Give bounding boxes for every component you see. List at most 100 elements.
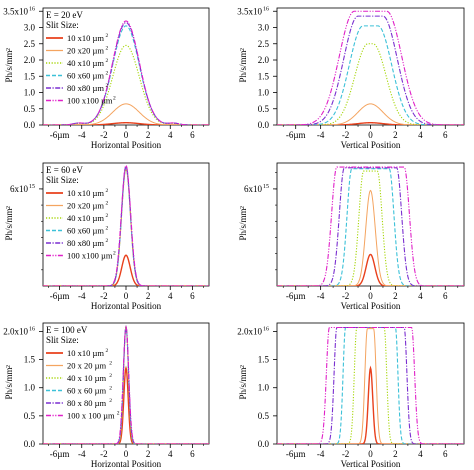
x-tick-label: 2: [146, 449, 151, 459]
series-line-100x100: [277, 10, 464, 125]
series-line-60x60: [277, 168, 464, 286]
y-axis-label-sup: 2: [6, 365, 12, 368]
legend-subtitle: Slit Size:: [46, 20, 79, 30]
legend-label-sup: 2: [106, 201, 109, 207]
legend-label-sup: 2: [106, 33, 109, 39]
series-line-60x60: [277, 326, 464, 444]
x-tick-label: -4: [317, 130, 325, 140]
legend-subtitle: Slit Size:: [46, 175, 79, 185]
legend-label-sup: 2: [113, 251, 116, 257]
series-line-20x20: [277, 328, 464, 444]
legend-label: 60 x 60 µm: [67, 386, 107, 396]
y-axis-label-sup: 2: [6, 206, 12, 209]
x-tick-label: 6: [190, 130, 195, 140]
y-tick-label: 3.0: [24, 23, 36, 33]
series-line-80x80: [277, 326, 464, 444]
y-tick-label: 2.0x10: [237, 326, 262, 336]
y-exponent: 16: [263, 6, 269, 12]
y-exponent: 15: [29, 184, 35, 190]
chart-panel-bottom-right: -6µm -4 -2 0 2 4 60.00.51.01.52.0x10 16Ph/s/mm2…: [237, 322, 465, 469]
legend-label-sup: 2: [109, 398, 112, 404]
y-tick-label: 6x10: [10, 184, 29, 194]
y-tick-label: 6x10: [244, 184, 263, 194]
legend-label: 40 x10 µm: [67, 213, 104, 223]
series-line-10x10: [43, 365, 209, 444]
x-tick-label: -2: [342, 449, 350, 459]
series-line-80x80: [277, 15, 464, 125]
x-tick-label: -4: [317, 291, 325, 301]
legend-label: 20 x 20 µm: [67, 361, 107, 371]
legend-label-sup: 2: [106, 71, 109, 77]
x-axis-label: Horizontal Position: [91, 459, 162, 469]
y-axis-label: Ph/s/mm: [238, 50, 248, 82]
series-line-60x60: [277, 25, 464, 125]
y-axis-label-sup: 2: [240, 365, 246, 368]
y-tick-label: 2.5: [258, 39, 270, 49]
chart-panel-top-left: -6µm -4 -2 0 2 4 60.00.51.01.52.02.53.03.5x10 1…: [3, 6, 210, 150]
legend-label-sup: 2: [109, 373, 112, 379]
y-axis-label: Ph/s/mm: [238, 208, 248, 240]
y-tick-label: 0.5: [258, 104, 270, 114]
x-axis-label: Vertical Position: [341, 140, 401, 150]
y-tick-label: 1.0: [24, 383, 36, 393]
series-line-20x20: [43, 103, 209, 125]
x-tick-label: 4: [418, 291, 423, 301]
chart-panel-bottom-left: -6µm -4 -2 0 2 4 60.00.51.01.52.0x10 16Ph/s/mm2…: [3, 322, 210, 469]
y-axis-label-sup: 2: [240, 206, 246, 209]
y-tick-label: 2.5: [24, 39, 36, 49]
x-tick-label: 0: [124, 449, 129, 459]
legend-label-sup: 2: [106, 213, 109, 219]
y-tick-label: 1.5: [258, 355, 270, 365]
series-line-60x60: [43, 166, 209, 286]
legend-label: 20 x20 µm: [67, 201, 104, 211]
x-tick-label: 6: [443, 449, 448, 459]
x-tick-label: 2: [393, 291, 398, 301]
x-tick-label: 4: [168, 449, 173, 459]
y-axis-label: Ph/s/mm: [4, 50, 14, 82]
legend-label: 40 x10 µm: [67, 58, 104, 68]
y-tick-label: 0.0: [258, 439, 270, 449]
legend-label-sup: 2: [109, 361, 112, 367]
y-tick-label: 0.5: [24, 411, 36, 421]
series-line-10x10: [277, 253, 464, 286]
x-tick-label: -6µm: [50, 130, 70, 140]
y-tick-label: 2.0: [24, 55, 36, 65]
y-tick-label: 1.5: [24, 355, 36, 365]
legend-label-sup: 2: [106, 238, 109, 244]
legend-label: 60 x60 µm: [67, 226, 104, 236]
x-tick-label: 4: [168, 130, 173, 140]
legend-label: 100 x100 µm: [67, 96, 113, 106]
legend-label-sup: 2: [106, 188, 109, 194]
x-axis-label: Vertical Position: [341, 301, 401, 311]
x-tick-label: -4: [78, 291, 86, 301]
y-axis-label: Ph/s/mm: [4, 367, 14, 399]
y-tick-label: 3.5x10: [237, 6, 262, 16]
series-line-100x100: [277, 326, 464, 444]
y-exponent: 15: [263, 184, 269, 190]
y-axis-label-sup: 2: [6, 48, 12, 51]
series-line-100x100: [277, 166, 464, 286]
x-tick-label: -2: [100, 291, 108, 301]
y-tick-label: 0.0: [24, 120, 36, 130]
series-line-100x100: [43, 20, 209, 125]
series-line-100x100: [43, 325, 209, 444]
x-tick-label: 4: [418, 130, 423, 140]
legend-label: 80 x80 µm: [67, 238, 104, 248]
x-tick-label: 0: [124, 291, 129, 301]
x-tick-label: 2: [146, 130, 151, 140]
series-line-10x10: [277, 122, 464, 125]
y-exponent: 16: [29, 6, 35, 12]
y-tick-label: 1.0: [24, 88, 36, 98]
x-tick-label: -4: [78, 130, 86, 140]
series-group: [43, 164, 209, 286]
legend-subtitle: Slit Size:: [46, 335, 79, 345]
x-tick-label: 6: [190, 449, 195, 459]
x-tick-label: 0: [368, 291, 373, 301]
series-group: [277, 10, 464, 125]
series-line-10x10: [43, 254, 209, 286]
y-tick-label: 3.5x10: [3, 6, 28, 16]
x-tick-label: 0: [368, 449, 373, 459]
legend-label: 100 x100 µm: [67, 251, 113, 261]
